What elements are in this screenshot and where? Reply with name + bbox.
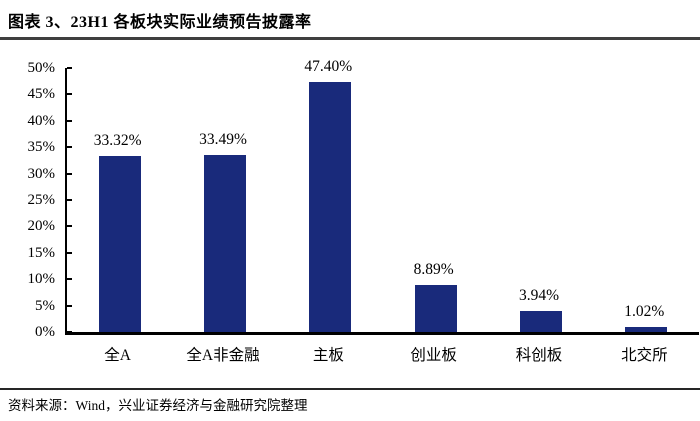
y-tick-label: 40%	[27, 112, 56, 129]
bar-value-label: 8.89%	[413, 261, 454, 279]
y-axis-tick	[67, 93, 72, 96]
y-axis-tick	[67, 278, 72, 281]
bar-value-label: 33.32%	[93, 132, 142, 150]
y-axis-tick	[67, 172, 72, 175]
y-axis-tick	[67, 119, 72, 122]
y-tick-label: 0%	[35, 324, 55, 340]
y-axis-tick	[67, 67, 72, 69]
x-category-label: 全A	[104, 347, 131, 364]
bar	[309, 81, 352, 332]
plot-area	[65, 67, 699, 335]
y-tick-label: 10%	[27, 271, 56, 288]
y-axis-tick	[67, 146, 72, 149]
y-axis-tick	[67, 304, 72, 307]
bar-value-label: 33.49%	[199, 131, 247, 149]
y-axis-tick	[67, 331, 72, 333]
bar-value-label: 1.02%	[624, 302, 665, 320]
bar	[98, 156, 141, 332]
y-tick-label: 25%	[27, 192, 56, 208]
bar	[625, 326, 668, 332]
y-tick-label: 30%	[27, 165, 56, 182]
x-category-label: 全A非金融	[186, 347, 260, 364]
source-note: 资料来源：Wind，兴业证券经济与金融研究院整理	[8, 398, 308, 413]
bar	[520, 311, 562, 332]
title-divider	[0, 37, 700, 40]
x-category-label: 北交所	[621, 347, 668, 364]
footer-divider	[0, 388, 700, 390]
y-axis-tick	[67, 251, 72, 254]
x-category-label: 创业板	[410, 347, 457, 364]
y-tick-label: 50%	[27, 60, 56, 76]
x-category-label: 主板	[312, 347, 344, 364]
y-axis-tick	[67, 199, 72, 201]
y-tick-label: 20%	[27, 218, 56, 235]
bar-value-label: 3.94%	[518, 287, 560, 305]
bar	[204, 155, 246, 332]
y-axis-tick	[67, 225, 72, 228]
y-tick-label: 45%	[27, 86, 56, 103]
bar	[414, 285, 457, 332]
figure-title: 图表 3、23H1 各板块实际业绩预告披露率	[8, 14, 312, 31]
x-category-label: 科创板	[515, 347, 563, 364]
y-tick-label: 5%	[35, 297, 55, 314]
y-tick-label: 35%	[27, 139, 56, 156]
bar-value-label: 47.40%	[304, 57, 353, 75]
y-tick-label: 15%	[27, 244, 56, 261]
